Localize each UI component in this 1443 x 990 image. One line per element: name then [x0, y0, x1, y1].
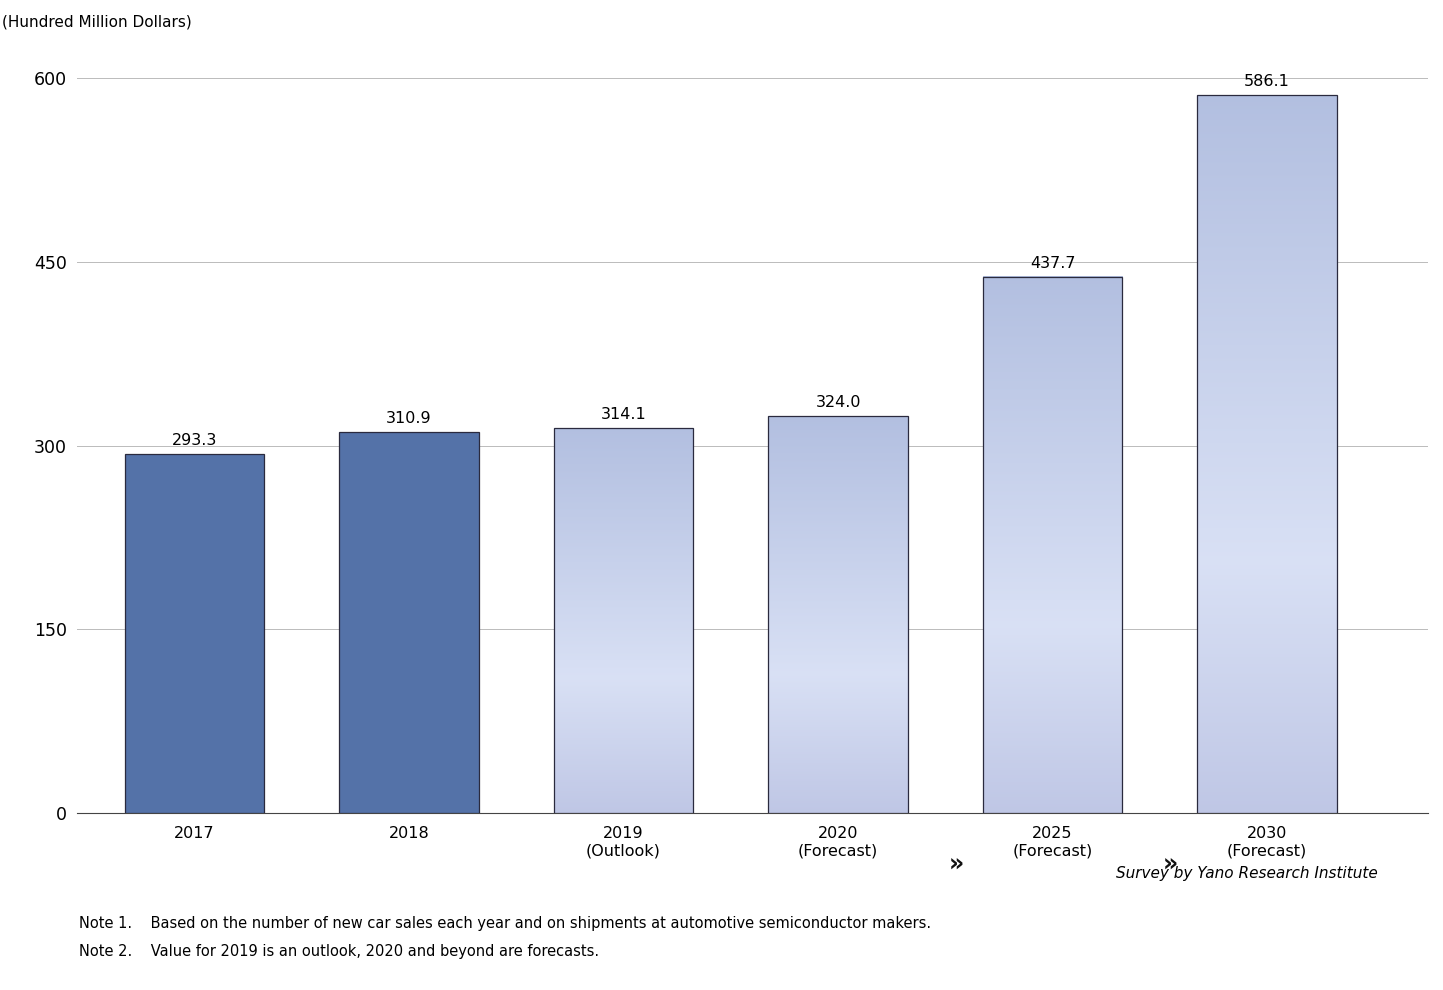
FancyBboxPatch shape	[339, 433, 479, 813]
Text: Survey by Yano Research Institute: Survey by Yano Research Institute	[1117, 866, 1378, 881]
Text: Note 1.    Based on the number of new car sales each year and on shipments at au: Note 1. Based on the number of new car s…	[79, 916, 932, 931]
Text: (Hundred Million Dollars): (Hundred Million Dollars)	[3, 15, 192, 30]
Text: Note 2.    Value for 2019 is an outlook, 2020 and beyond are forecasts.: Note 2. Value for 2019 is an outlook, 20…	[79, 944, 599, 959]
Text: »: »	[948, 852, 964, 876]
Text: »: »	[1163, 852, 1177, 876]
Bar	[983, 277, 1123, 813]
FancyBboxPatch shape	[124, 453, 264, 813]
Bar	[554, 429, 693, 813]
Text: 310.9: 310.9	[387, 411, 431, 427]
Bar	[1198, 95, 1336, 813]
Text: 437.7: 437.7	[1030, 255, 1075, 271]
Text: 293.3: 293.3	[172, 433, 218, 447]
Text: 324.0: 324.0	[815, 395, 861, 410]
Bar	[768, 416, 908, 813]
Text: 586.1: 586.1	[1244, 74, 1290, 89]
Text: 314.1: 314.1	[600, 407, 646, 423]
